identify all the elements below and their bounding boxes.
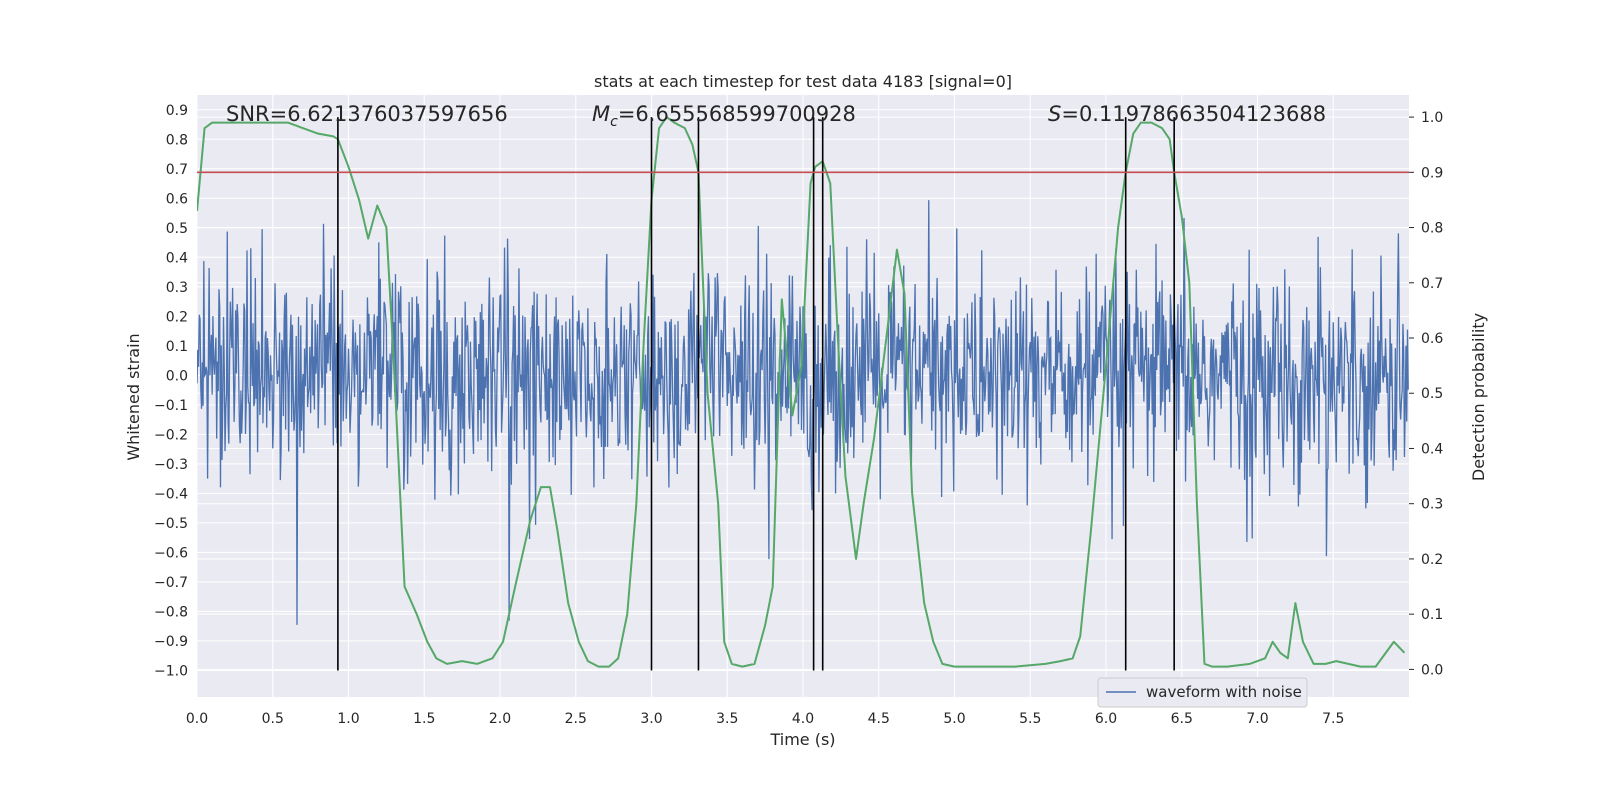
left-tick-label: −0.6 xyxy=(154,545,188,561)
right-tick-label: 0.1 xyxy=(1421,607,1443,623)
s-annotation: S=0.11978663504123688 xyxy=(1048,102,1326,126)
x-tick-label: 7.0 xyxy=(1246,711,1268,727)
chirp-mass-annotation: Mc=6.655568599700928 xyxy=(592,102,856,130)
x-tick-label: 6.0 xyxy=(1095,711,1117,727)
x-tick-label: 4.5 xyxy=(868,711,890,727)
x-tick-label: 0.0 xyxy=(186,711,208,727)
probability-series xyxy=(197,116,1406,668)
x-tick-label: 3.5 xyxy=(716,711,738,727)
right-axis-label: Detection probability xyxy=(1469,313,1488,481)
chirp-mass-symbol: M xyxy=(592,102,610,126)
right-tick-label: 0.0 xyxy=(1421,662,1443,678)
left-tick-label: 0.8 xyxy=(166,132,188,148)
left-tick-label: −0.5 xyxy=(154,516,188,532)
left-tick-label: 0.6 xyxy=(166,191,188,207)
x-tick-label: 2.0 xyxy=(489,711,511,727)
s-value: =0.11978663504123688 xyxy=(1061,102,1326,126)
x-axis-label: Time (s) xyxy=(769,730,835,749)
x-tick-label: 1.0 xyxy=(337,711,359,727)
x-tick-label: 7.5 xyxy=(1322,711,1344,727)
x-tick-label: 5.0 xyxy=(943,711,965,727)
chart-title: stats at each timestep for test data 418… xyxy=(594,72,1012,91)
right-tick-label: 0.2 xyxy=(1421,552,1443,568)
left-tick-label: 0.7 xyxy=(166,162,188,178)
right-tick-label: 0.4 xyxy=(1421,441,1443,457)
legend-label: waveform with noise xyxy=(1146,683,1302,701)
x-tick-label: 3.0 xyxy=(640,711,662,727)
x-tick-label: 0.5 xyxy=(262,711,284,727)
left-tick-label: −0.1 xyxy=(154,398,188,414)
left-tick-label: −0.9 xyxy=(154,634,188,650)
left-tick-label: 0.3 xyxy=(166,280,188,296)
left-tick-label: −0.7 xyxy=(154,575,188,591)
s-symbol: S xyxy=(1048,102,1061,126)
x-tick-label: 1.5 xyxy=(413,711,435,727)
x-tick-label: 2.5 xyxy=(565,711,587,727)
right-tick-label: 0.9 xyxy=(1421,165,1443,181)
left-tick-label: −0.2 xyxy=(154,427,188,443)
right-tick-label: 0.5 xyxy=(1421,386,1443,402)
right-tick-label: 0.7 xyxy=(1421,276,1443,292)
left-tick-label: 0.4 xyxy=(166,250,188,266)
left-tick-label: −0.4 xyxy=(154,486,188,502)
x-axis-ticks: 0.0 0.5 1.0 1.5 2.0 2.5 3.0 3.5 4.0 4.5 5.0 5.5 6.0 6… xyxy=(186,711,1345,727)
left-tick-label: −0.3 xyxy=(154,457,188,473)
left-tick-label: 0.1 xyxy=(166,339,188,355)
left-tick-label: 0.5 xyxy=(166,221,188,237)
left-tick-label: 0.0 xyxy=(166,368,188,384)
right-tick-label: 1.0 xyxy=(1421,110,1443,126)
snr-annotation: SNR=6.621376037597656 xyxy=(226,102,508,126)
left-tick-label: −0.8 xyxy=(154,604,188,620)
right-tick-label: 0.8 xyxy=(1421,221,1443,237)
right-tick-label: 0.3 xyxy=(1421,497,1443,513)
chirp-mass-subscript: c xyxy=(610,114,618,130)
left-axis-label: Whitened strain xyxy=(124,333,143,460)
left-tick-label: 0.2 xyxy=(166,309,188,325)
vertical-markers xyxy=(337,117,1175,671)
detection-probability-line xyxy=(197,116,1406,668)
x-tick-label: 4.0 xyxy=(792,711,814,727)
left-axis-ticks: 0.9 0.8 0.7 0.6 0.5 0.4 0.3 0.2 0.1 0.0 −0.1 −0.2 −0… xyxy=(154,103,188,680)
right-tick-label: 0.6 xyxy=(1421,331,1443,347)
x-tick-label: 6.5 xyxy=(1171,711,1193,727)
right-axis-ticks: 1.0 0.9 0.8 0.7 0.6 0.5 0.4 0.3 0.2 0.1 0.0 xyxy=(1409,110,1443,678)
left-tick-label: −1.0 xyxy=(154,663,188,679)
chirp-mass-value: =6.655568599700928 xyxy=(618,102,856,126)
legend: waveform with noise xyxy=(1097,677,1308,708)
left-tick-label: 0.9 xyxy=(166,103,188,119)
legend-box xyxy=(1097,677,1308,708)
x-tick-label: 5.5 xyxy=(1019,711,1041,727)
